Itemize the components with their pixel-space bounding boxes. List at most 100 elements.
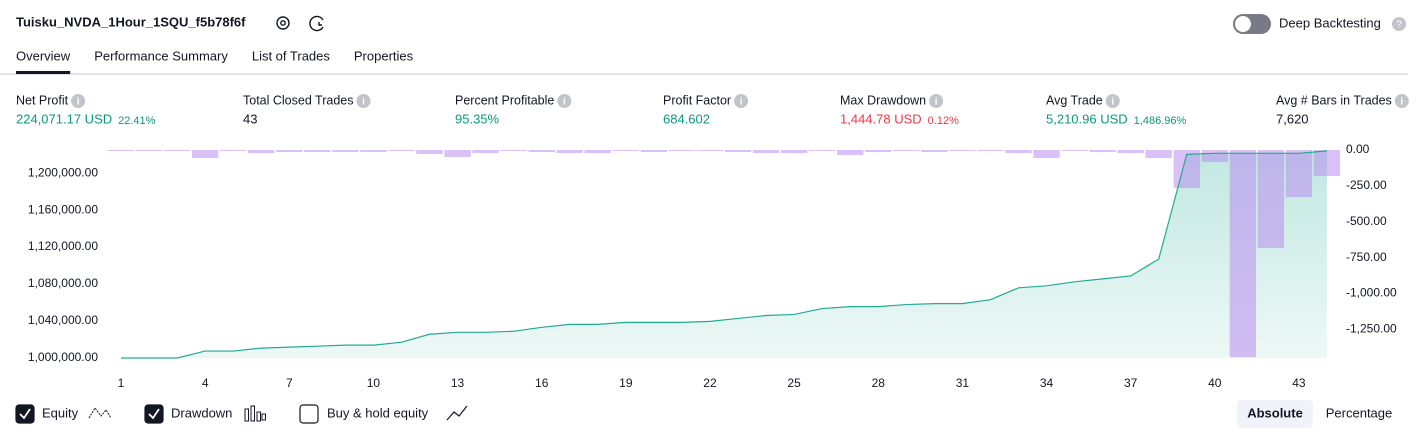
info-icon[interactable] xyxy=(356,94,371,108)
metric-change: 0.12% xyxy=(928,115,959,127)
tab[interactable]: List of Trades xyxy=(252,48,331,63)
mode-button[interactable]: Absolute xyxy=(1247,405,1303,420)
drawdown-bar xyxy=(949,150,976,151)
drawdown-bar xyxy=(107,150,135,151)
drawdown-bar xyxy=(1005,150,1032,154)
toggle-label: Deep Backtesting xyxy=(1279,15,1381,30)
legend-label: Buy & hold equity xyxy=(327,405,429,420)
x-tick-label: 43 xyxy=(1292,376,1306,390)
info-glyph: i xyxy=(563,97,566,108)
metric-label: Profit Factor xyxy=(663,93,731,107)
metric-label: Percent Profitable xyxy=(455,93,554,107)
drawdown-bar xyxy=(893,150,920,151)
info-icon[interactable] xyxy=(1394,94,1409,108)
mode-active-bg xyxy=(1237,400,1313,428)
deep-backtesting-toggle[interactable] xyxy=(1233,14,1271,34)
drawdown-bar xyxy=(332,150,359,153)
settings-icon[interactable] xyxy=(276,16,290,30)
drawdown-bar xyxy=(1033,150,1060,159)
info-icon[interactable] xyxy=(929,94,944,108)
x-tick-label: 22 xyxy=(703,376,717,390)
x-tick-label: 31 xyxy=(956,376,970,390)
drawdown-icon xyxy=(261,413,266,421)
legend-label: Drawdown xyxy=(171,405,232,420)
drawdown-bar xyxy=(276,150,303,153)
y-tick-label: 1,120,000.00 xyxy=(28,239,98,253)
drawdown-bar xyxy=(1257,150,1285,249)
drawdown-bar xyxy=(304,150,331,153)
drawdown-bar xyxy=(696,150,724,151)
info-icon[interactable] xyxy=(1105,94,1120,108)
checkmark xyxy=(19,408,31,420)
metric-label: Max Drawdown xyxy=(840,93,926,107)
drawdown-bar xyxy=(528,150,555,153)
y2-tick-label: -750.00 xyxy=(1346,250,1387,264)
drawdown-icon xyxy=(256,411,261,422)
drawdown-bar xyxy=(135,150,163,151)
info-icon[interactable] xyxy=(71,94,86,108)
help-icon[interactable]: ? xyxy=(1392,17,1406,31)
info-glyph: i xyxy=(935,97,938,108)
metric-value: 1,444.78 USD xyxy=(840,111,922,126)
drawdown-bar xyxy=(668,150,696,151)
drawdown-bar xyxy=(388,150,415,151)
metric-value: 7,620 xyxy=(1276,111,1309,126)
y-tick-label: 1,200,000.00 xyxy=(28,165,98,179)
x-tick-label: 34 xyxy=(1040,376,1054,390)
y2-tick-label: -500.00 xyxy=(1346,214,1387,228)
strategy-title: Tuisku_NVDA_1Hour_1SQU_f5b78f6f xyxy=(16,14,246,29)
info-icon[interactable] xyxy=(557,94,572,108)
checkmark xyxy=(148,408,160,420)
info-icon[interactable] xyxy=(734,94,749,108)
mode-button[interactable]: Percentage xyxy=(1326,405,1393,420)
equity-icon xyxy=(88,407,112,419)
drawdown-bar xyxy=(752,150,780,154)
drawdown-bar xyxy=(163,150,191,151)
drawdown-bar xyxy=(640,150,668,153)
y-tick-label: 1,000,000.00 xyxy=(28,350,98,364)
metric-value: 43 xyxy=(243,111,257,126)
drawdown-bar xyxy=(865,150,892,153)
drawdown-bar xyxy=(780,150,808,154)
x-tick-label: 28 xyxy=(872,376,886,390)
x-tick-label: 10 xyxy=(367,376,381,390)
y-tick-label: 1,160,000.00 xyxy=(28,202,98,216)
metric-change: 1,486.96% xyxy=(1134,115,1187,127)
tab[interactable]: Performance Summary xyxy=(94,48,228,63)
x-tick-label: 37 xyxy=(1124,376,1138,390)
info-glyph: i xyxy=(77,97,80,108)
drawdown-bar xyxy=(191,150,219,159)
y2-tick-label: -1,000.00 xyxy=(1346,286,1397,300)
y2-tick-label: -1,250.00 xyxy=(1346,321,1397,335)
x-tick-label: 1 xyxy=(118,376,125,390)
metric-value: 5,210.96 USD xyxy=(1046,111,1128,126)
drawdown-bar xyxy=(1313,150,1341,177)
drawdown-bar xyxy=(977,150,1004,151)
drawdown-bar xyxy=(500,150,527,151)
drawdown-bar xyxy=(1061,150,1088,151)
tab[interactable]: Properties xyxy=(354,48,414,63)
controls: Equity Drawdown Buy & hold equity Absolute P… xyxy=(15,400,1393,428)
tab[interactable]: Overview xyxy=(16,48,71,63)
checkbox[interactable] xyxy=(15,404,35,424)
equity-fill xyxy=(121,150,1327,358)
svg-text:?: ? xyxy=(1396,20,1402,31)
drawdown-bar xyxy=(724,150,752,153)
checkbox[interactable] xyxy=(144,404,164,424)
tab-active-underline xyxy=(16,71,71,74)
drawdown-bar xyxy=(921,150,948,153)
buyhold-icon xyxy=(446,405,468,421)
metrics: Net Profit i 224,071.17 USD 22.41% Total Clo… xyxy=(16,93,1409,127)
drawdown-icon xyxy=(250,405,255,422)
metric-label: Total Closed Trades xyxy=(243,93,353,107)
metric-value: 684.602 xyxy=(663,111,710,126)
checkbox[interactable] xyxy=(299,404,319,424)
info-glyph: i xyxy=(362,97,365,108)
metric-value: 95.35% xyxy=(455,111,500,126)
drawdown-bar xyxy=(1089,150,1116,153)
refresh-icon[interactable] xyxy=(309,15,324,32)
legend-label: Equity xyxy=(42,405,79,420)
metric-change: 22.41% xyxy=(118,115,156,127)
info-glyph: i xyxy=(740,97,743,108)
